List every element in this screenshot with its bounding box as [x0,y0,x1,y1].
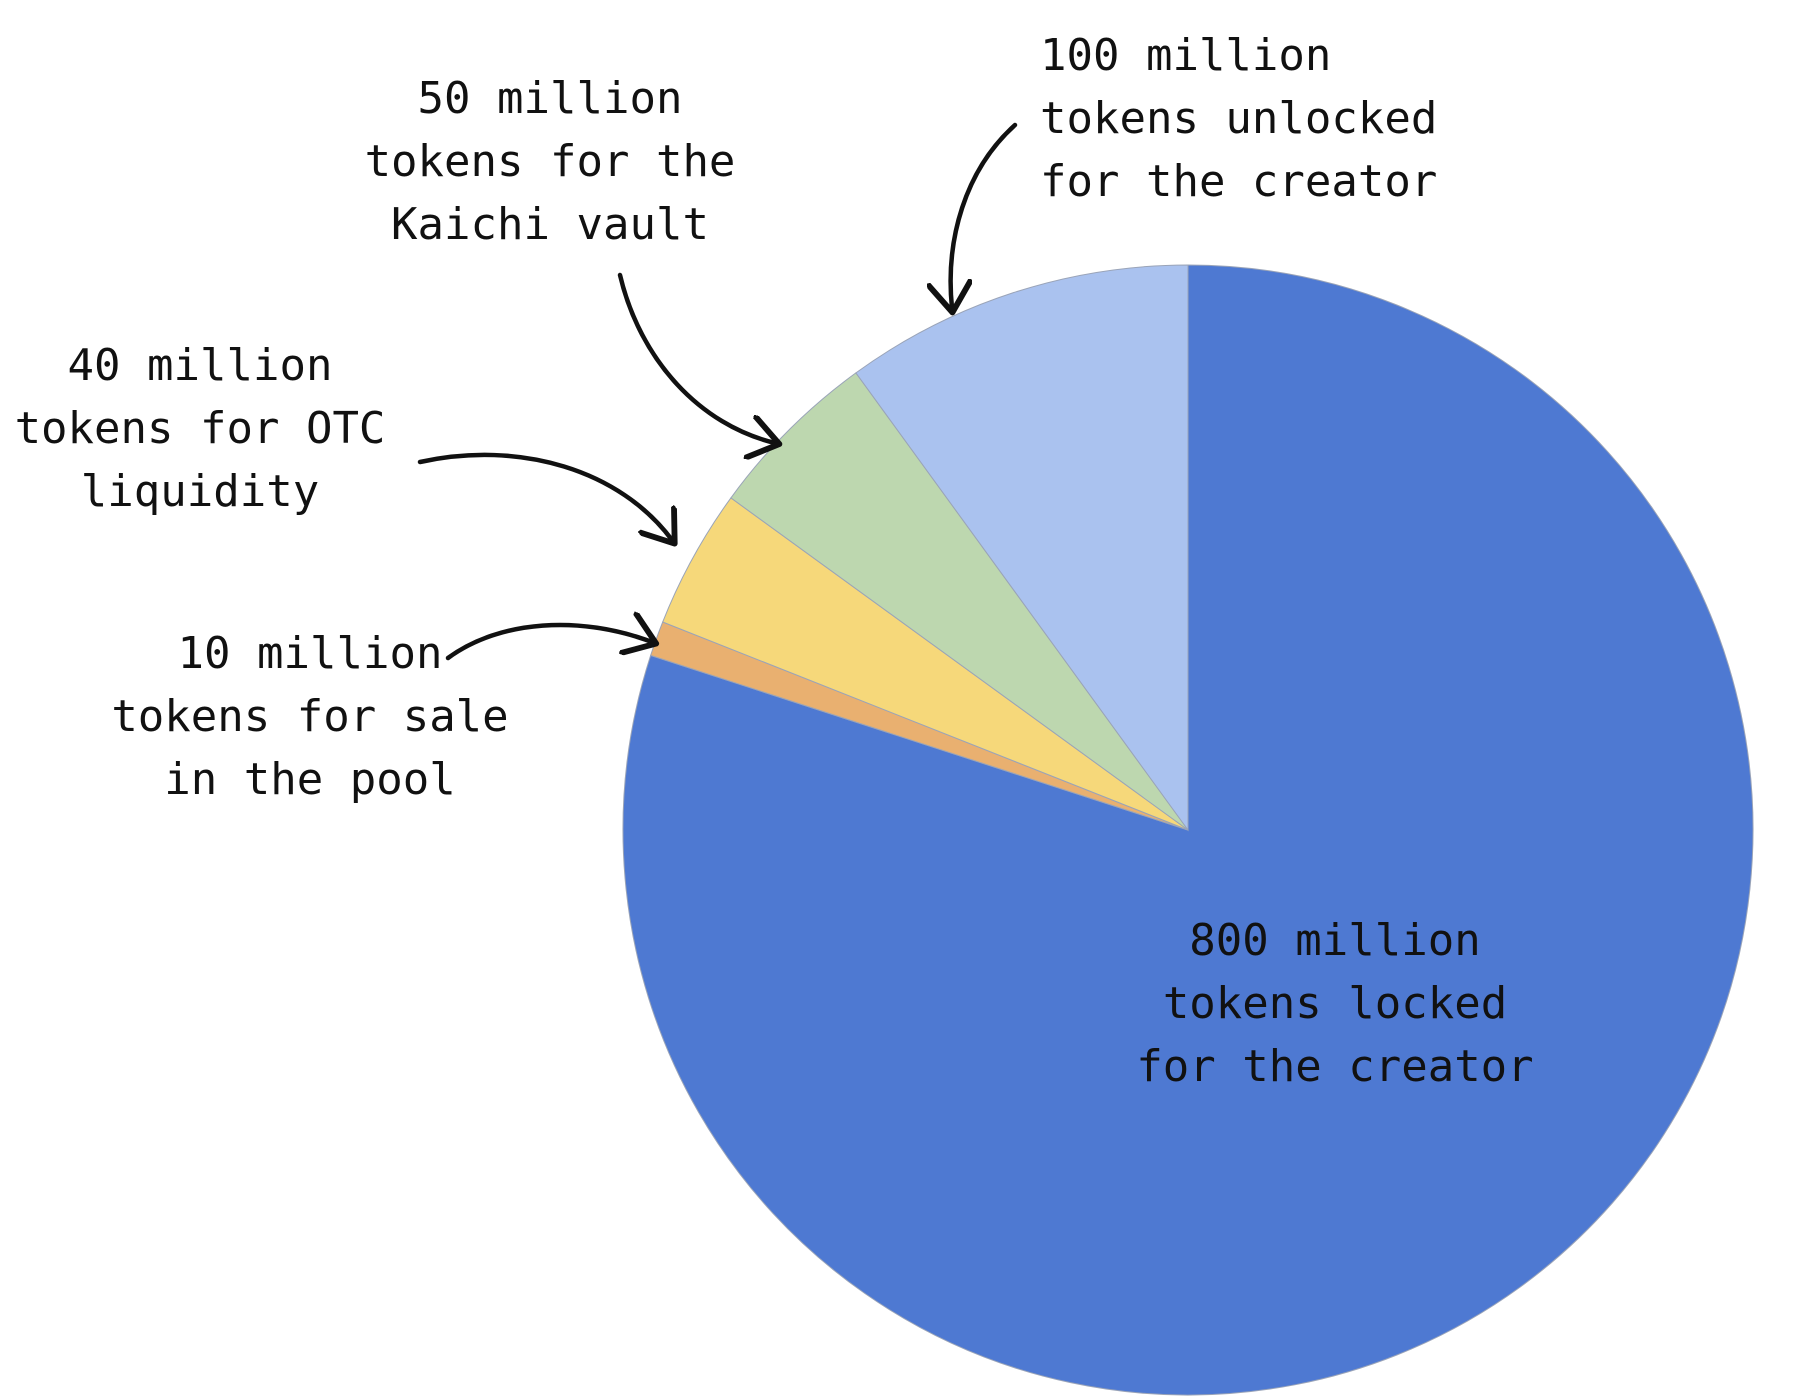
arrow-otc-liquidity [417,452,672,540]
pie-slice-unlocked-creator [855,264,1189,832]
slice-label-line: liquidity [81,466,319,517]
slice-label-line: tokens for sale [111,691,508,742]
arrow-unlocked-creator [951,122,1018,308]
slice-label-line: 50 million [418,73,683,124]
slice-label-line: 100 million [1040,30,1331,81]
arrow-kaichi-vault [617,272,775,443]
label-arrows [417,122,1018,661]
slice-label-otc-liquidity: 40 million tokens for OTC liquidity [15,340,386,517]
pie-slice-kaichi-vault [730,372,1189,831]
slice-labels: 800 million tokens locked for the creator1… [15,30,1534,1092]
arrow-pool-sale [445,625,652,661]
slice-label-line: Kaichi vault [391,199,709,250]
slice-label-line: in the pool [164,754,455,805]
slice-label-line: for the creator [1136,1041,1533,1092]
slice-label-line: tokens for the [365,136,736,187]
slice-label-line: tokens unlocked [1040,93,1437,144]
slice-label-line: tokens locked [1163,978,1507,1029]
slice-label-line: tokens for OTC [15,403,386,454]
slice-label-line: for the creator [1040,156,1437,207]
pie-slices [622,264,1754,1396]
slice-label-kaichi-vault: 50 million tokens for the Kaichi vault [365,73,736,250]
slice-label-line: 10 million [178,628,443,679]
slice-label-locked-creator: 800 million tokens locked for the creator [1136,915,1533,1092]
slice-label-line: 800 million [1189,915,1480,966]
slice-label-pool-sale: 10 million tokens for sale in the pool [111,628,508,805]
slice-label-line: 40 million [68,340,333,391]
slice-label-unlocked-creator: 100 million tokens unlocked for the creato… [1040,30,1437,207]
